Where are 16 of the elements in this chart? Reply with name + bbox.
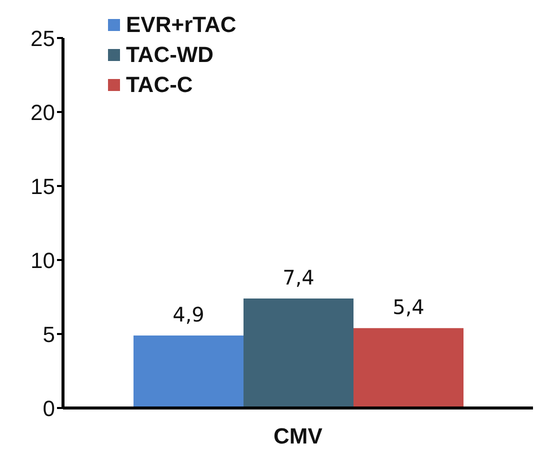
legend-label: TAC-WD <box>126 41 214 69</box>
x-tick-label: CMV <box>274 424 323 449</box>
bar <box>354 328 464 408</box>
y-tick-label: 0 <box>42 396 55 421</box>
y-tick-label: 25 <box>30 26 55 51</box>
y-tick-label: 15 <box>30 174 55 199</box>
y-tick-label: 5 <box>42 322 55 347</box>
bar <box>244 298 354 408</box>
data-label: 5,4 <box>392 295 424 320</box>
y-tick-label: 10 <box>30 248 55 273</box>
bar <box>134 335 244 408</box>
legend-label: EVR+rTAC <box>126 11 236 39</box>
legend-label: TAC-C <box>126 71 193 99</box>
y-tick-label: 20 <box>30 100 55 125</box>
data-label: 4,9 <box>172 302 204 326</box>
data-label: 7,4 <box>282 265 314 290</box>
